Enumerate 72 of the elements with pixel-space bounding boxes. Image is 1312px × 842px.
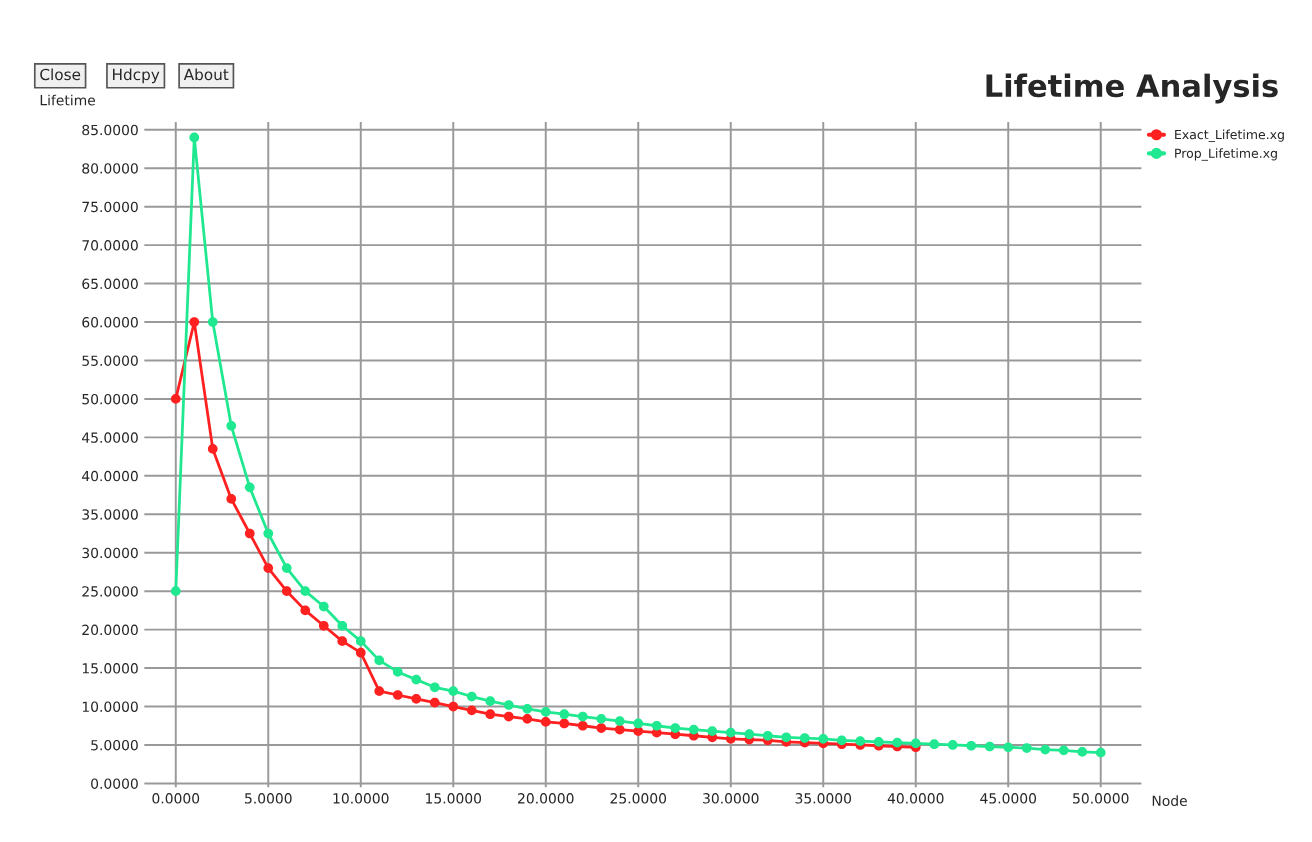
chart-title: Lifetime Analysis	[986, 73, 1278, 104]
point	[448, 686, 459, 697]
point	[300, 605, 311, 616]
point	[355, 636, 366, 647]
point	[374, 686, 385, 697]
point	[503, 711, 514, 722]
point	[207, 317, 218, 327]
point	[466, 691, 477, 702]
point	[522, 703, 533, 714]
point	[577, 720, 588, 731]
point	[559, 718, 570, 729]
point	[799, 733, 810, 743]
point	[633, 718, 644, 729]
point	[651, 720, 662, 731]
point	[485, 709, 496, 720]
point	[337, 636, 348, 647]
point	[392, 667, 403, 677]
point	[429, 682, 440, 693]
point	[170, 394, 181, 404]
point	[540, 717, 551, 727]
point	[374, 655, 385, 666]
point	[1040, 744, 1051, 755]
point	[281, 586, 292, 597]
point	[670, 723, 681, 733]
point	[818, 733, 829, 744]
point	[596, 723, 607, 733]
point	[244, 528, 255, 539]
point	[744, 729, 755, 740]
point	[503, 700, 514, 710]
point	[1058, 745, 1069, 756]
point	[614, 724, 625, 735]
point	[189, 317, 200, 327]
point	[1021, 743, 1032, 753]
point	[577, 711, 588, 722]
point	[170, 586, 181, 597]
point	[318, 620, 329, 631]
point	[1095, 747, 1106, 758]
point	[226, 420, 237, 431]
point	[522, 713, 533, 724]
point	[207, 444, 218, 454]
point	[355, 647, 366, 658]
point	[781, 732, 792, 743]
point	[596, 713, 607, 724]
point	[300, 586, 311, 597]
point	[559, 709, 570, 720]
point	[411, 674, 422, 685]
point	[281, 563, 292, 573]
point	[1077, 747, 1088, 757]
point	[707, 726, 718, 736]
point	[429, 697, 440, 708]
point	[392, 690, 403, 700]
point	[411, 693, 422, 704]
point	[540, 707, 551, 717]
point	[189, 132, 200, 143]
point	[614, 716, 625, 726]
point	[966, 740, 977, 751]
point	[448, 701, 459, 712]
point	[263, 563, 274, 573]
point	[1003, 742, 1014, 753]
point	[485, 696, 496, 706]
point	[466, 705, 477, 716]
point	[929, 739, 940, 750]
point	[244, 482, 255, 493]
point	[762, 730, 773, 741]
point	[947, 740, 958, 750]
point	[226, 494, 237, 504]
point	[725, 727, 736, 738]
point	[984, 741, 995, 752]
point	[263, 528, 274, 539]
point	[688, 724, 699, 735]
point	[318, 601, 329, 612]
point	[337, 620, 348, 631]
